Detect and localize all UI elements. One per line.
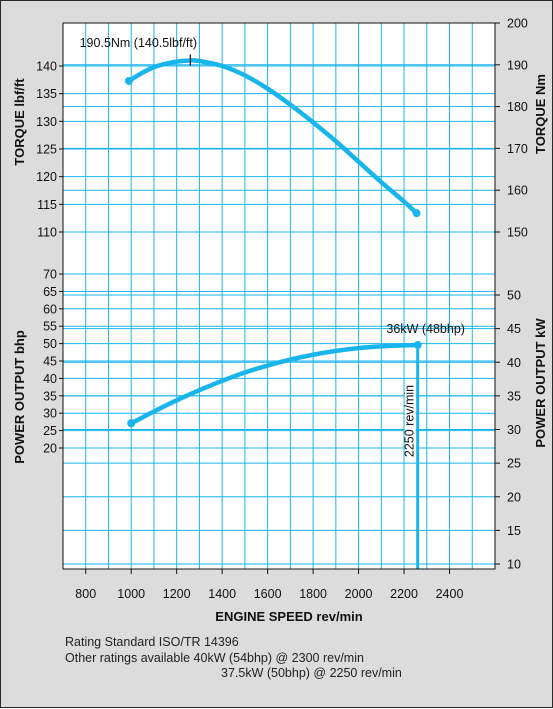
left-tick-label: 25 xyxy=(43,424,57,438)
x-tick-label: 2200 xyxy=(390,587,418,601)
right-tick-label: 15 xyxy=(507,524,521,538)
power-curve-start-point xyxy=(127,419,136,428)
torque-left-axis-title: TORQUE lbf/ft xyxy=(12,78,27,166)
right-tick-label: 45 xyxy=(507,322,521,336)
chart-marks xyxy=(124,54,422,569)
x-tick-label: 1800 xyxy=(299,587,327,601)
left-tick-label: 125 xyxy=(36,143,57,157)
x-tick-label: 1000 xyxy=(117,587,145,601)
rated-speed-label: 2250 rev/min xyxy=(403,385,417,457)
rated-speed-label-background xyxy=(404,389,416,453)
x-tick-label: 2400 xyxy=(436,587,464,601)
left-tick-label: 40 xyxy=(43,372,57,386)
right-tick-label: 50 xyxy=(507,289,521,303)
left-tick-label: 110 xyxy=(37,226,57,240)
left-tick-label: 60 xyxy=(43,302,57,316)
right-tick-label: 150 xyxy=(507,226,528,240)
ticks xyxy=(59,22,500,574)
left-tick-label: 120 xyxy=(36,170,57,184)
torque-curve-end-point xyxy=(412,209,421,218)
left-tick-label: 70 xyxy=(43,268,57,282)
other-ratings-note-2: 37.5kW (50bhp) @ 2250 rev/min xyxy=(221,666,402,680)
x-tick-label: 1600 xyxy=(254,587,282,601)
max-power-label: 36kW (48bhp) xyxy=(386,322,465,336)
right-tick-label: 25 xyxy=(507,457,521,471)
right-tick-label: 20 xyxy=(507,490,521,504)
left-tick-label: 45 xyxy=(43,355,57,369)
x-tick-label: 800 xyxy=(75,587,96,601)
left-tick-label: 115 xyxy=(37,198,57,212)
power-right-axis-title: POWER OUTPUT kW xyxy=(533,318,548,448)
left-tick-label: 30 xyxy=(43,407,57,421)
right-tick-label: 200 xyxy=(507,17,528,31)
left-tick-label: 35 xyxy=(43,389,57,403)
left-tick-label: 65 xyxy=(43,285,57,299)
torque-curve xyxy=(126,58,419,216)
x-tick-label: 1200 xyxy=(163,587,191,601)
left-tick-label: 50 xyxy=(43,337,57,351)
right-tick-label: 10 xyxy=(507,558,521,572)
x-axis-title: ENGINE SPEED rev/min xyxy=(215,609,362,624)
right-tick-label: 190 xyxy=(507,58,528,72)
power-curve xyxy=(128,342,420,426)
rating-notes: Rating Standard ISO/TR 14396 Other ratin… xyxy=(65,635,402,682)
right-tick-label: 180 xyxy=(507,100,528,114)
left-tick-label: 135 xyxy=(36,87,57,101)
x-tick-label: 1400 xyxy=(208,587,236,601)
torque-peak-label: 190.5Nm (140.5lbf/ft) xyxy=(80,36,197,50)
right-tick-label: 35 xyxy=(507,389,521,403)
left-tick-label: 55 xyxy=(43,320,57,334)
left-tick-label: 20 xyxy=(43,442,57,456)
right-tick-label: 30 xyxy=(507,423,521,437)
labels: 110 115 120 125 130 135 140 20 25 30 35 40 45 50 55 60 6… xyxy=(12,17,548,625)
power-left-axis-title: POWER OUTPUT bhp xyxy=(12,330,27,464)
right-tick-label: 40 xyxy=(507,356,521,370)
rating-standard-note: Rating Standard ISO/TR 14396 xyxy=(65,635,239,649)
torque-curve-start-point xyxy=(124,76,133,85)
other-ratings-note: Other ratings available 40kW (54bhp) @ 2… xyxy=(65,650,364,665)
plot-border xyxy=(62,22,496,570)
torque-right-axis-title: TORQUE Nm xyxy=(533,74,548,154)
plot-area xyxy=(63,23,495,569)
left-tick-label: 130 xyxy=(36,115,57,129)
grid xyxy=(63,23,495,569)
left-tick-label: 140 xyxy=(36,60,57,74)
right-tick-label: 160 xyxy=(507,184,528,198)
right-tick-label: 170 xyxy=(507,142,528,156)
x-tick-label: 2000 xyxy=(345,587,373,601)
